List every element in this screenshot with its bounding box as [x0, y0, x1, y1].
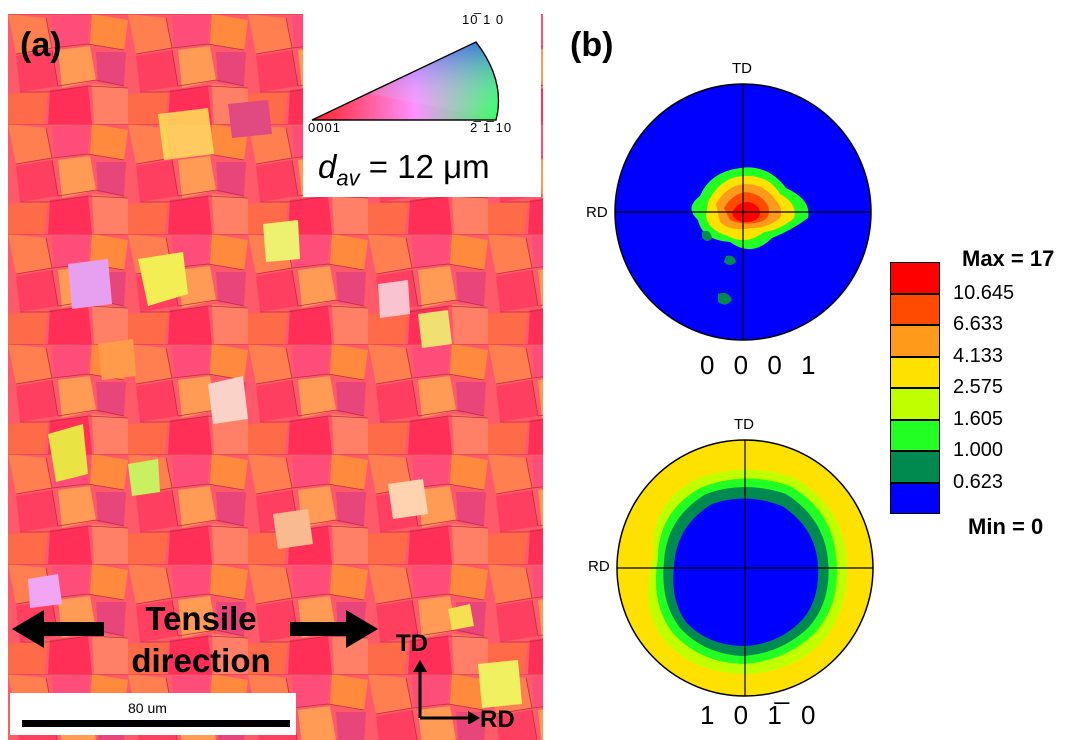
- scale-bar: [22, 720, 290, 727]
- pole-figure-1010: [616, 439, 874, 697]
- legend-value: 2.575: [953, 376, 1004, 398]
- panel-b-label: (b): [570, 26, 614, 64]
- legend-swatch: [890, 388, 940, 420]
- pf2-td-label: TD: [734, 416, 754, 433]
- legend-swatch: [890, 262, 940, 294]
- pf1-plane-label: 0 0 0 1: [700, 350, 822, 380]
- legend-value: 0.623: [953, 470, 1004, 493]
- ipf-color-triangle: [311, 41, 499, 121]
- pf1-td-label: TD: [732, 60, 752, 77]
- grain-size-subscript: av: [336, 165, 360, 191]
- ipf-corner-right: 2̅ 1̅ 10: [470, 120, 513, 135]
- color-scale-legend: [890, 262, 940, 514]
- pf2-rd-label: RD: [588, 558, 610, 575]
- legend-value: 1.605: [953, 407, 1004, 430]
- tensile-arrow-right-shaft: [290, 622, 348, 636]
- average-grain-size: dav = 12 μm: [318, 148, 490, 192]
- legend-value: 4.133: [953, 344, 1004, 367]
- legend-max: Max = 17: [962, 246, 1055, 271]
- panel-a-label: (a): [20, 26, 62, 64]
- tensile-line-2: direction: [131, 642, 271, 679]
- ipf-corner-left: 0001: [308, 120, 341, 135]
- legend-swatch: [890, 482, 940, 514]
- legend-min: Min = 0: [968, 514, 1044, 539]
- sample-axis-arrows: [413, 660, 480, 724]
- legend-swatch: [890, 451, 940, 483]
- legend-swatch: [890, 293, 940, 325]
- tensile-arrow-left-shaft: [40, 622, 104, 636]
- sample-axis-rd: RD: [480, 706, 515, 733]
- sample-axis-td: TD: [396, 630, 428, 657]
- scale-bar-label: 80 um: [128, 700, 167, 716]
- tensile-arrow-left-head: [12, 610, 44, 648]
- legend-swatch: [890, 419, 940, 451]
- legend-swatch: [890, 325, 940, 357]
- tensile-arrow-right-head: [346, 610, 378, 648]
- grain-size-value: = 12 μm: [368, 148, 490, 185]
- ipf-corner-top: 10̅ 1 0: [462, 12, 505, 27]
- legend-value: 10.645: [953, 281, 1015, 304]
- legend-value: 6.633: [953, 313, 1004, 335]
- tensile-direction-label: Tensile direction: [112, 598, 290, 682]
- legend-swatch: [890, 356, 940, 388]
- tensile-line-1: Tensile: [145, 600, 257, 637]
- pole-figure-0001: [614, 83, 872, 341]
- grain-size-symbol: d: [318, 148, 337, 185]
- pf1-rd-label: RD: [586, 204, 608, 221]
- legend-value: 1.000: [953, 439, 1004, 461]
- scale-bar-background: [10, 693, 296, 735]
- pf2-plane-label: 1 0 1̅ 0: [700, 700, 822, 730]
